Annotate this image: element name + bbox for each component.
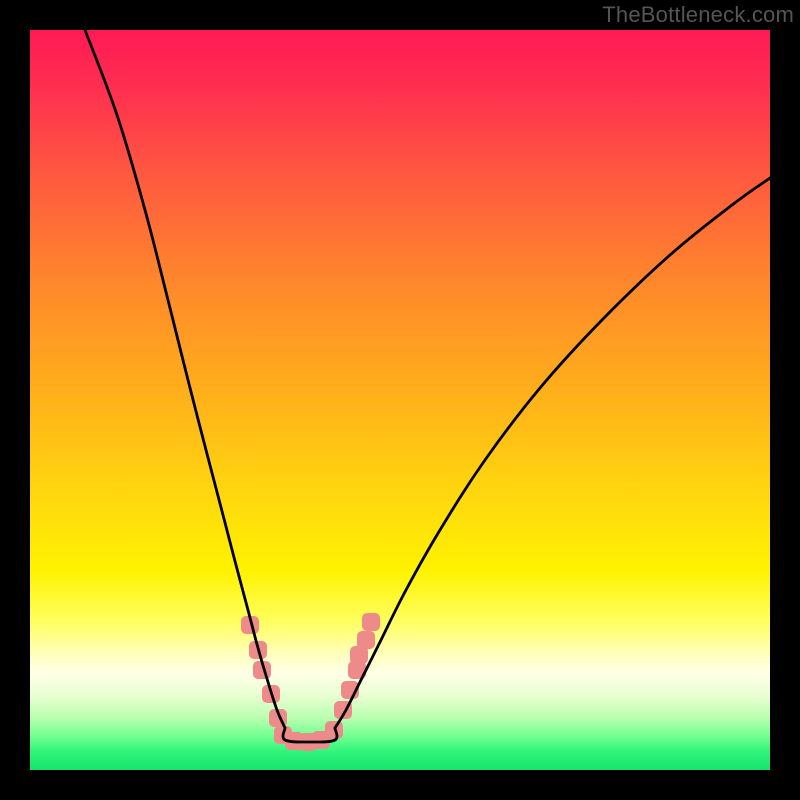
chart-svg <box>30 30 770 770</box>
watermark-text: TheBottleneck.com <box>602 2 794 28</box>
plot-area <box>30 30 770 770</box>
marker-point <box>362 613 380 631</box>
marker-point <box>325 721 343 739</box>
chart-frame: TheBottleneck.com <box>0 0 800 800</box>
curve-right <box>335 178 770 728</box>
marker-point <box>357 631 375 649</box>
